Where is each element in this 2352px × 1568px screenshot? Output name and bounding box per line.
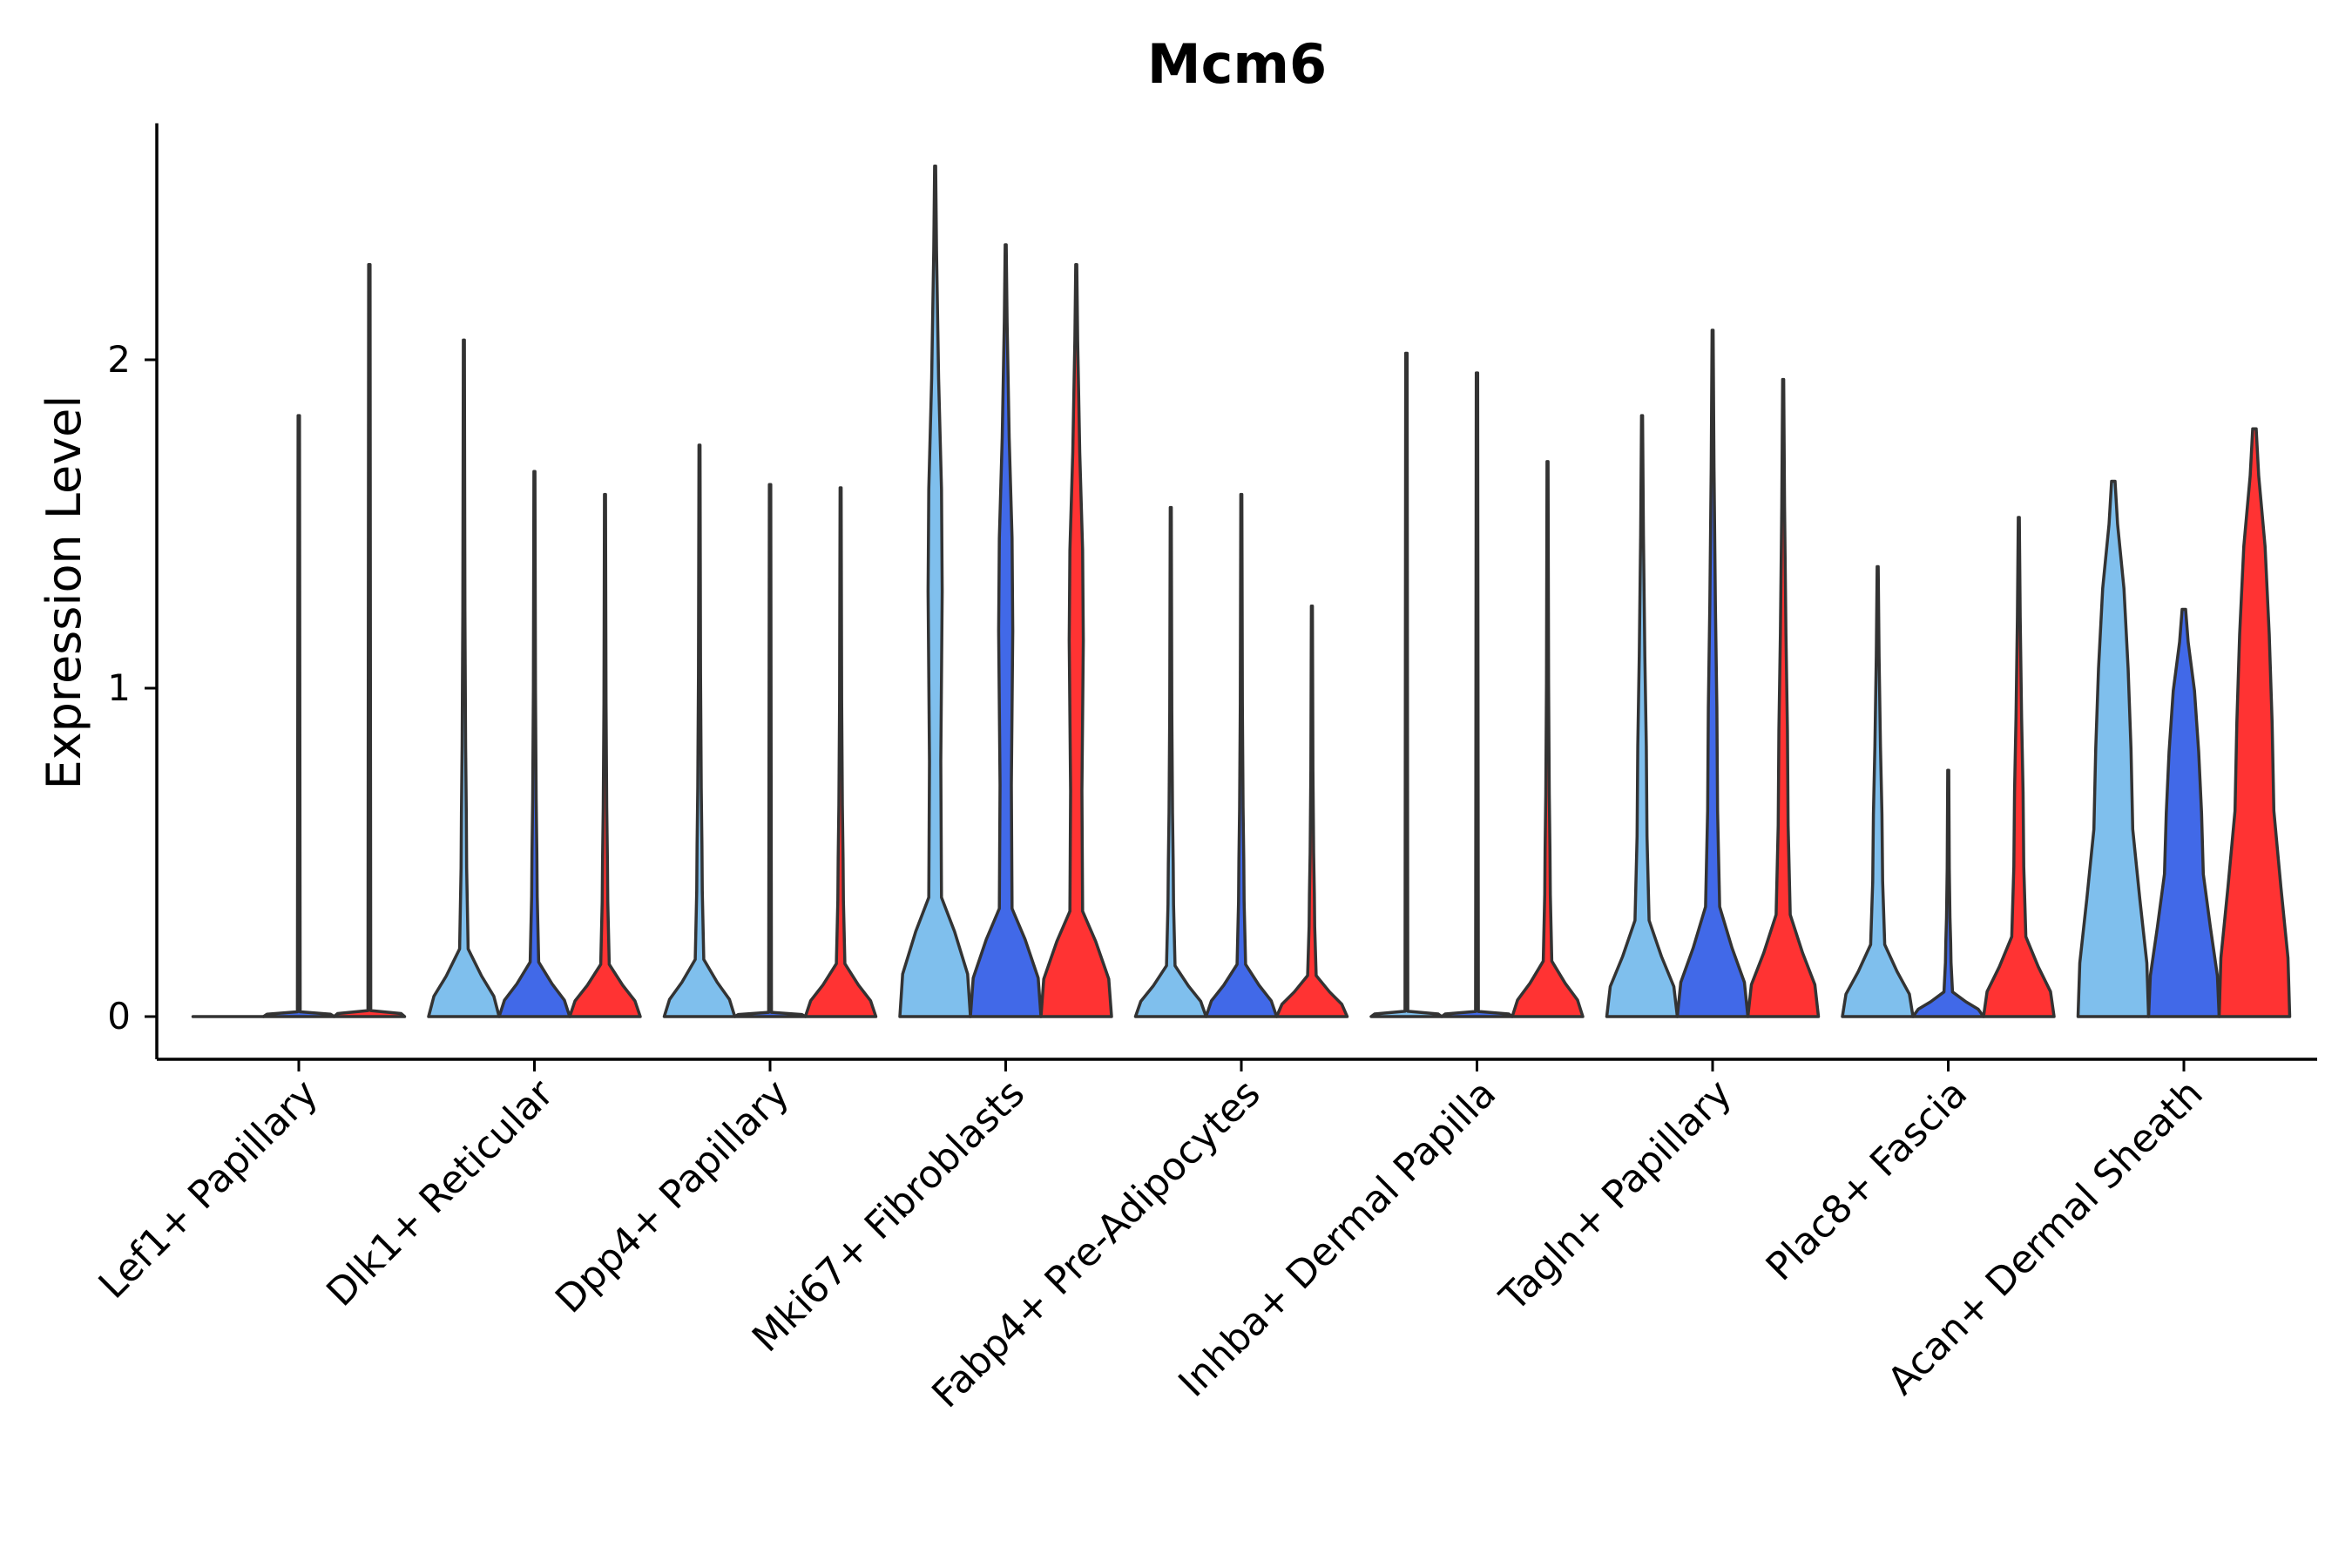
x-tick-label: Dlk1+ Reticular [318,1071,563,1315]
y-axis-label: Expression Level [37,395,91,790]
violin-6-2 [1746,377,1821,1018]
violin-5-2 [1511,460,1585,1018]
violin-3-2 [1039,262,1113,1018]
violin-2-1 [733,483,808,1018]
violin-6-0 [1605,414,1680,1018]
violins-layer [191,164,2292,1018]
y-tick-label: 0 [107,995,131,1037]
violin-6-1 [1675,328,1750,1018]
violin-0-2 [332,262,407,1018]
violin-4-2 [1274,605,1349,1018]
violin-2-2 [803,486,878,1018]
violin-1-2 [568,492,642,1018]
chart-title: Mcm6 [1147,32,1327,96]
violin-4-0 [1133,505,1208,1018]
violin-4-1 [1204,492,1279,1018]
violin-7-2 [1982,516,2056,1018]
y-tick-label: 2 [107,338,131,381]
violin-5-0 [1369,351,1443,1018]
violin-2-0 [662,443,737,1018]
violin-8-1 [2146,607,2221,1018]
x-tick-label: Dpp4+ Papillary [547,1071,798,1322]
x-tick-label: Tagln+ Papillary [1491,1071,1740,1321]
violin-1-1 [497,470,571,1018]
x-tick-label: Plac8+ Fascia [1758,1071,1977,1290]
violin-0-1 [261,414,336,1018]
violin-7-0 [1841,564,1915,1018]
violin-3-0 [898,164,972,1018]
violin-1-0 [427,338,501,1018]
y-tick-label: 1 [107,666,131,709]
violin-7-1 [1911,768,1985,1018]
x-tick-label: Mki67+ Fibroblasts [744,1071,1033,1361]
violin-8-2 [2217,427,2292,1018]
x-tick-label: Lef1+ Papillary [91,1071,327,1308]
violin-3-1 [969,243,1043,1018]
violin-8-0 [2076,479,2151,1018]
violin-5-1 [1440,371,1514,1018]
